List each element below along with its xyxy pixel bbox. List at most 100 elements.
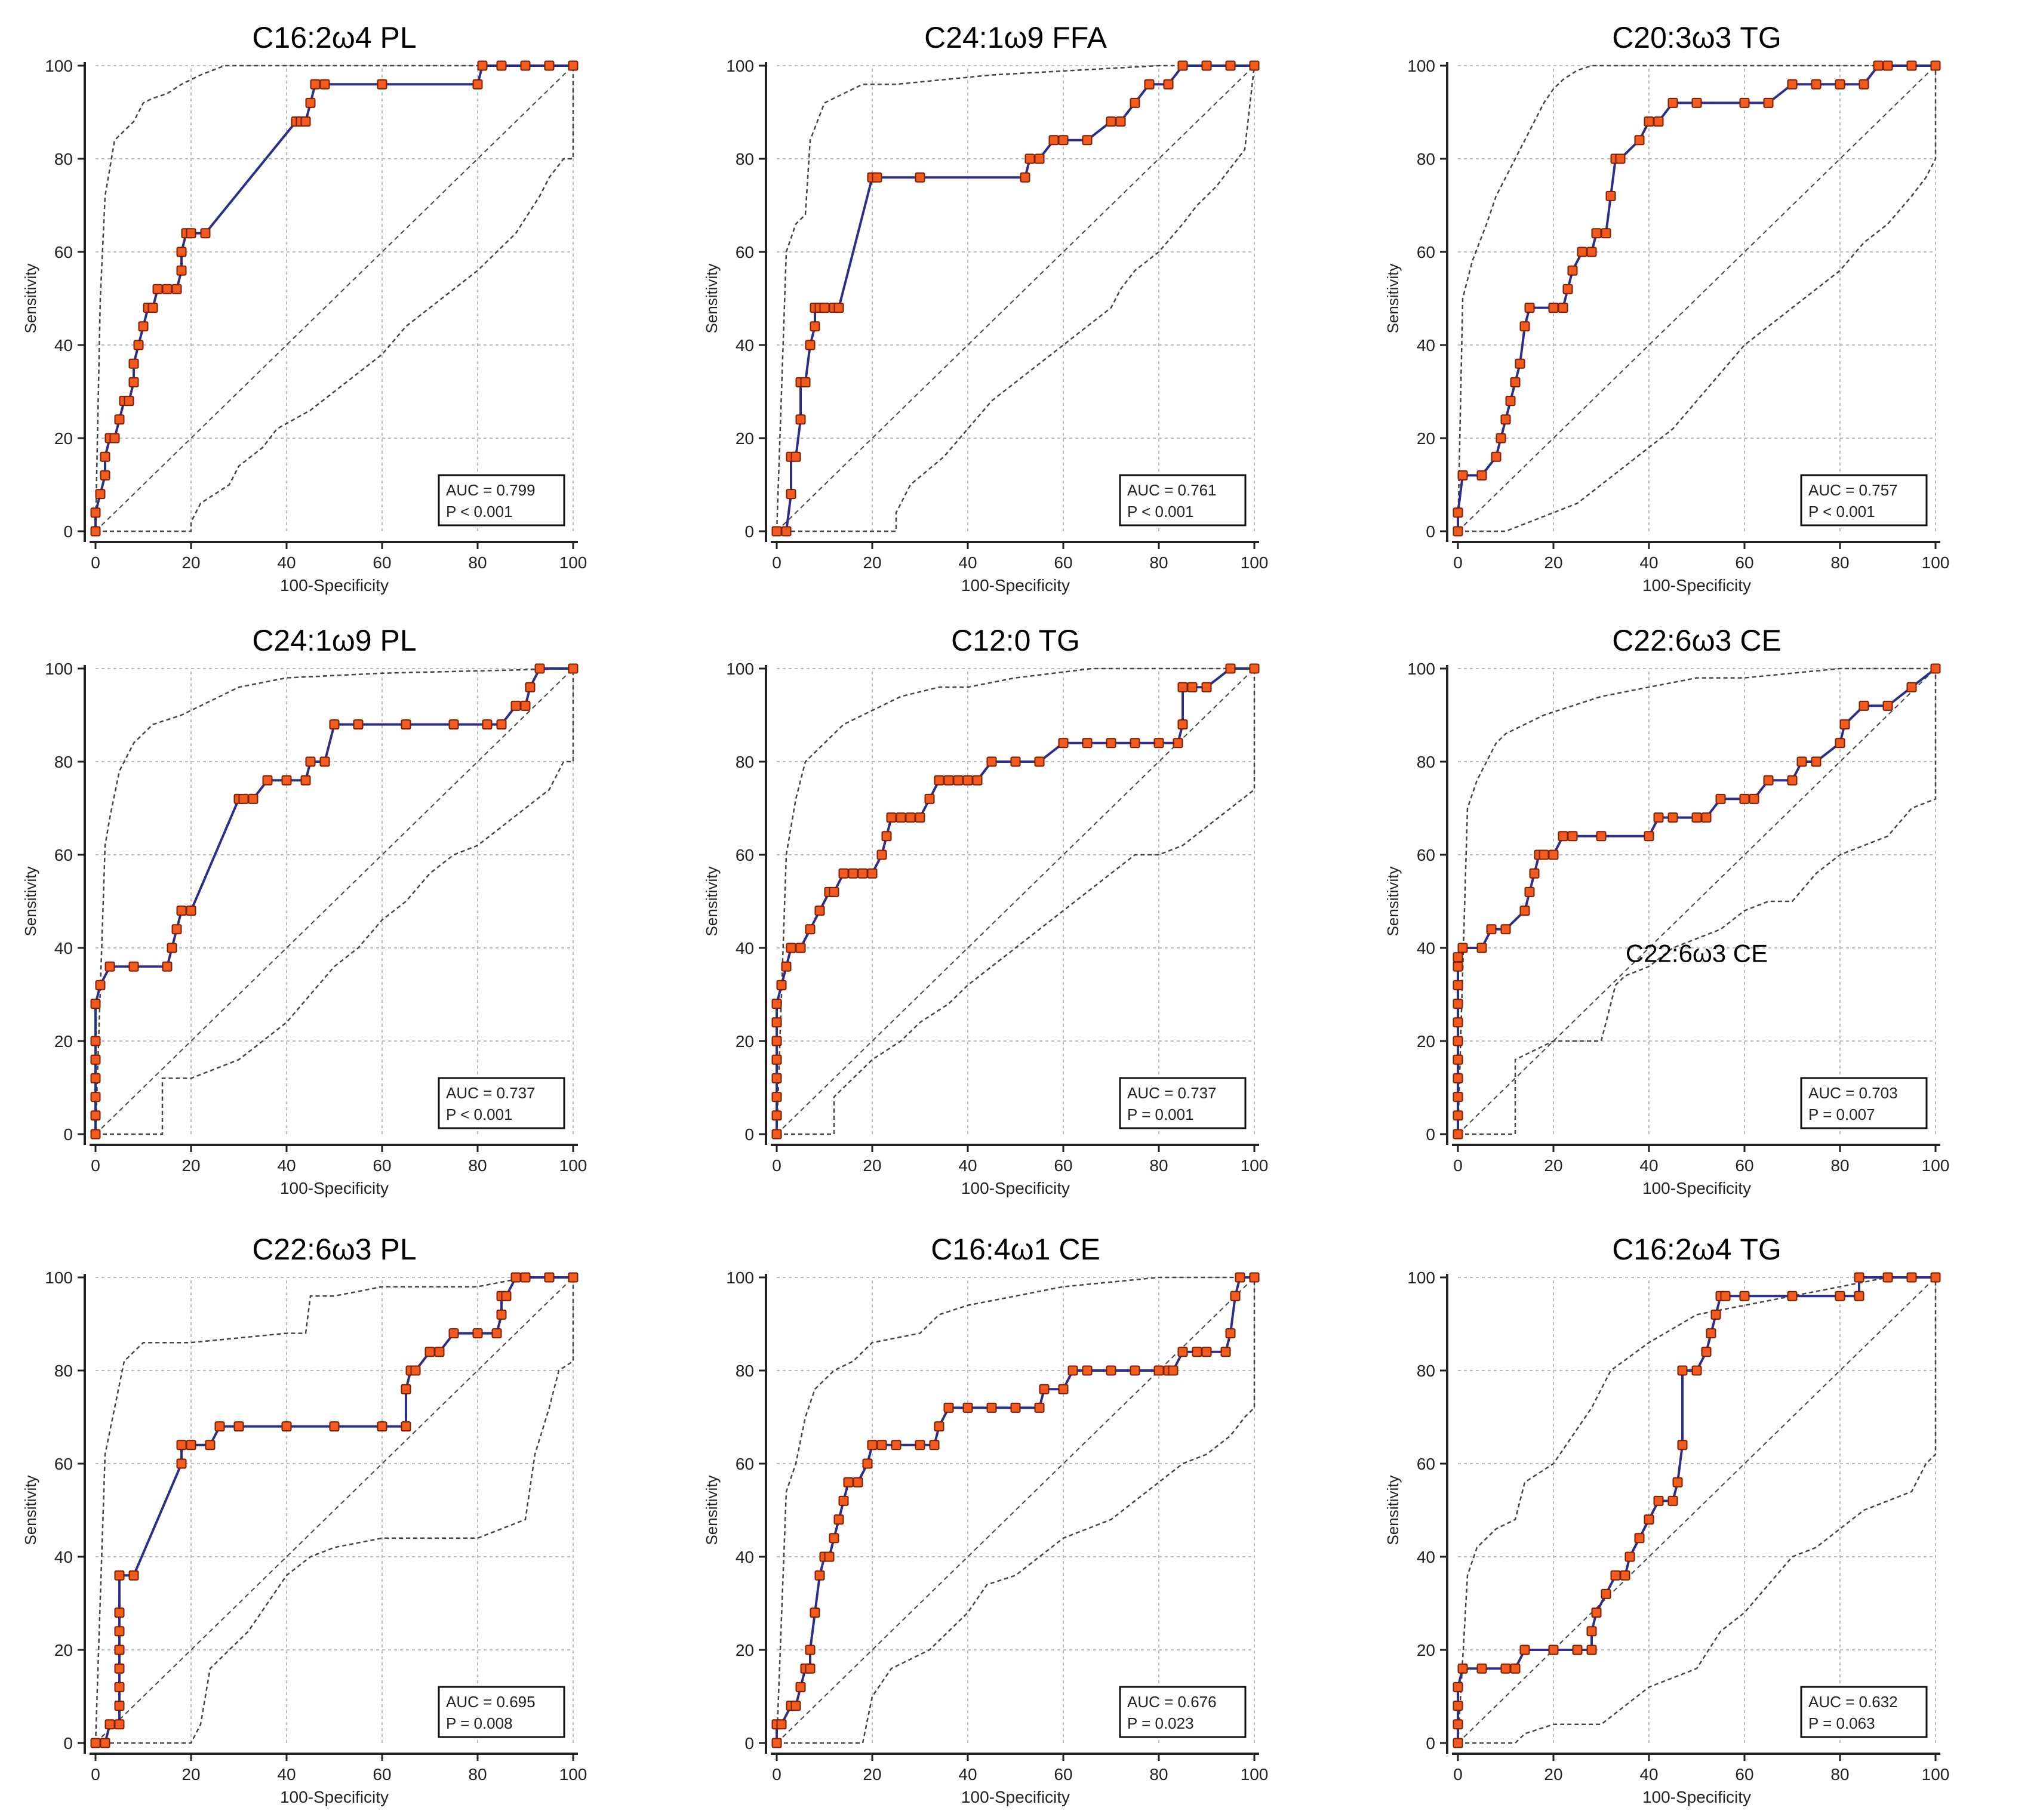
chart-title: C22:6ω3 PL xyxy=(252,1233,416,1266)
inner-annotation: C22:6ω3 CE xyxy=(1626,939,1768,967)
y-tick-label: 100 xyxy=(1407,57,1435,75)
roc-point xyxy=(1453,1036,1463,1046)
y-axis-label: Sensitivity xyxy=(21,263,39,333)
roc-point xyxy=(1168,1365,1179,1376)
roc-point xyxy=(377,79,387,90)
roc-point xyxy=(1034,153,1045,164)
roc-point xyxy=(915,812,925,823)
roc-point xyxy=(114,1626,125,1637)
y-tick-label: 40 xyxy=(54,336,73,355)
x-tick-label: 80 xyxy=(1149,553,1168,572)
roc-point xyxy=(986,756,997,767)
y-tick-label: 40 xyxy=(1417,939,1435,957)
roc-point xyxy=(1500,1663,1511,1674)
x-tick-label: 100 xyxy=(559,553,587,572)
reference-diagonal xyxy=(95,65,574,532)
ci-upper-line xyxy=(94,667,574,1135)
reference-diagonal xyxy=(1457,668,1936,1135)
roc-point xyxy=(1567,265,1578,276)
roc-point xyxy=(795,1682,806,1692)
roc-point xyxy=(1453,952,1463,963)
roc-point xyxy=(501,1291,512,1301)
roc-point xyxy=(544,1272,555,1283)
roc-point xyxy=(1548,303,1559,313)
roc-point xyxy=(128,377,139,387)
roc-point xyxy=(152,284,163,294)
y-tick-label: 80 xyxy=(736,150,754,168)
roc-point xyxy=(790,1701,801,1711)
roc-point xyxy=(1930,60,1941,71)
roc-point xyxy=(1048,135,1059,146)
ci-lower-line xyxy=(1458,1277,1937,1744)
x-tick-label: 80 xyxy=(468,1765,487,1784)
roc-point xyxy=(1220,1347,1231,1357)
roc-point xyxy=(109,433,120,444)
roc-point xyxy=(1572,1645,1583,1655)
auc-box xyxy=(1119,1077,1247,1129)
roc-point xyxy=(1201,60,1212,71)
roc-point xyxy=(771,1129,782,1140)
roc-point xyxy=(1453,1738,1463,1748)
roc-curve-line xyxy=(777,64,1254,532)
chart-title: C24:1ω9 FFA xyxy=(924,21,1107,54)
roc-point xyxy=(1106,1365,1116,1376)
y-tick-label: 60 xyxy=(54,243,73,261)
auc-value: AUC = 0.676 xyxy=(1127,1693,1217,1711)
roc-point xyxy=(305,97,316,108)
roc-point xyxy=(1859,79,1869,90)
x-tick-label: 100 xyxy=(1241,1156,1269,1175)
roc-point xyxy=(1510,1663,1521,1674)
roc-point xyxy=(781,961,792,972)
y-tick-label: 60 xyxy=(736,243,754,261)
roc-point xyxy=(171,284,182,294)
roc-point xyxy=(867,868,878,879)
auc-value: AUC = 0.737 xyxy=(446,1084,536,1102)
x-tick-label: 0 xyxy=(772,1765,781,1784)
chart-title: C20:3ω3 TG xyxy=(1612,21,1782,54)
p-value: P < 0.001 xyxy=(1808,503,1875,521)
roc-point xyxy=(972,775,983,786)
roc-point xyxy=(1677,1365,1688,1376)
roc-point xyxy=(1620,1570,1630,1581)
roc-point xyxy=(1519,321,1530,332)
roc-point xyxy=(1906,60,1917,71)
reference-diagonal xyxy=(1457,65,1936,532)
roc-point xyxy=(814,906,825,916)
roc-point xyxy=(104,961,115,972)
ci-upper-line xyxy=(776,667,1254,1135)
chart-title: C24:1ω9 PL xyxy=(252,624,416,657)
roc-point xyxy=(1906,682,1917,692)
roc-point xyxy=(771,1738,782,1748)
roc-point xyxy=(520,60,531,71)
roc-point xyxy=(1859,700,1869,711)
roc-point xyxy=(90,526,101,537)
roc-point xyxy=(1457,1663,1468,1674)
roc-point xyxy=(1615,153,1626,164)
chart-title: C16:2ω4 TG xyxy=(1612,1233,1782,1266)
x-tick-label: 60 xyxy=(373,1765,391,1784)
roc-point xyxy=(1192,1347,1202,1357)
roc-point xyxy=(1653,116,1664,127)
roc-point xyxy=(1667,812,1678,823)
x-tick-label: 60 xyxy=(1735,1156,1753,1175)
y-tick-label: 60 xyxy=(736,1455,754,1473)
roc-point xyxy=(1486,924,1497,935)
roc-point xyxy=(1835,1291,1845,1301)
y-tick-label: 60 xyxy=(1417,1455,1435,1473)
ci-upper-line xyxy=(1457,1276,1936,1744)
roc-point xyxy=(833,303,844,313)
roc-point xyxy=(771,1036,782,1046)
x-tick-label: 60 xyxy=(1054,553,1072,572)
roc-point xyxy=(162,284,173,294)
x-tick-label: 100 xyxy=(559,1156,587,1175)
roc-point xyxy=(771,1054,782,1065)
x-tick-label: 20 xyxy=(1544,1156,1562,1175)
roc-point xyxy=(786,489,796,500)
y-tick-label: 80 xyxy=(1417,753,1435,771)
roc-point xyxy=(1453,1701,1463,1711)
x-tick-label: 100 xyxy=(1241,553,1269,572)
roc-point xyxy=(1739,1291,1750,1301)
y-tick-label: 80 xyxy=(736,753,754,771)
roc-point xyxy=(520,700,531,711)
